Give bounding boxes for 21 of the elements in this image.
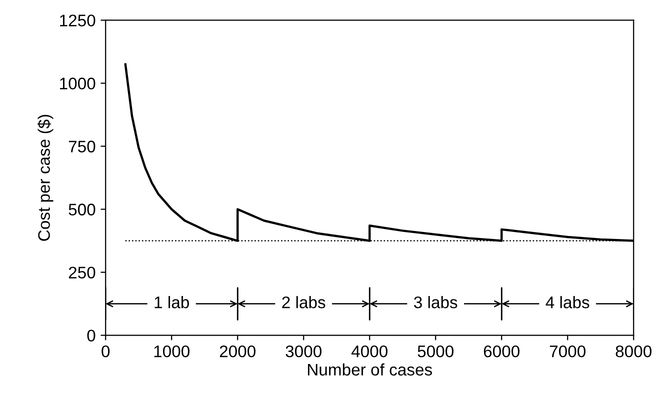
x-tick-label: 4000 bbox=[351, 345, 388, 358]
x-tick-label: 0 bbox=[102, 345, 110, 358]
x-tick-label: 5000 bbox=[418, 345, 454, 358]
y-tick-label: 1000 bbox=[60, 78, 96, 90]
annotation: 3 labs bbox=[414, 296, 458, 308]
x-tick-label: 8000 bbox=[616, 345, 652, 358]
x-tick-label: 2000 bbox=[220, 345, 256, 358]
y-tick-label: 0 bbox=[87, 330, 96, 342]
annotation: 1 lab bbox=[154, 296, 189, 308]
y-tick-label: 500 bbox=[68, 204, 96, 216]
y-axis-title: Cost per case ($) bbox=[37, 114, 54, 241]
x-tick-label: 1000 bbox=[154, 345, 190, 358]
y-tick-label: 750 bbox=[68, 140, 96, 152]
x-tick-label: 3000 bbox=[286, 345, 322, 358]
x-axis-title: Number of cases bbox=[308, 363, 432, 376]
y-tick-label: 250 bbox=[68, 266, 96, 278]
y-tick-label: 1250 bbox=[60, 14, 96, 26]
x-tick-label: 7000 bbox=[550, 345, 586, 358]
annotation: 4 labs bbox=[546, 296, 590, 308]
annotation: 2 labs bbox=[282, 296, 326, 308]
x-tick-label: 6000 bbox=[484, 345, 520, 358]
